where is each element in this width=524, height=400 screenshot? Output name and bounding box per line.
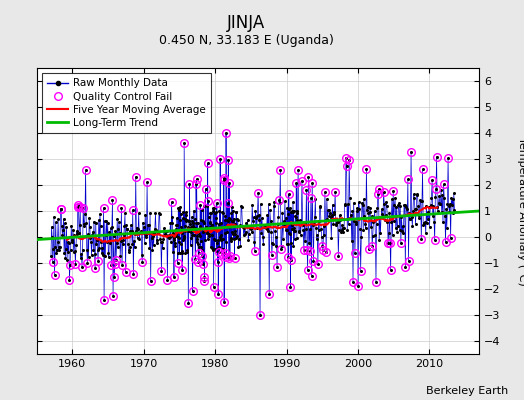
Legend: Raw Monthly Data, Quality Control Fail, Five Year Moving Average, Long-Term Tren: Raw Monthly Data, Quality Control Fail, … — [42, 73, 211, 133]
Text: 0.450 N, 33.183 E (Uganda): 0.450 N, 33.183 E (Uganda) — [159, 34, 334, 47]
Text: JINJA: JINJA — [227, 14, 265, 32]
Y-axis label: Temperature Anomaly (°C): Temperature Anomaly (°C) — [518, 137, 524, 285]
Text: Berkeley Earth: Berkeley Earth — [426, 386, 508, 396]
